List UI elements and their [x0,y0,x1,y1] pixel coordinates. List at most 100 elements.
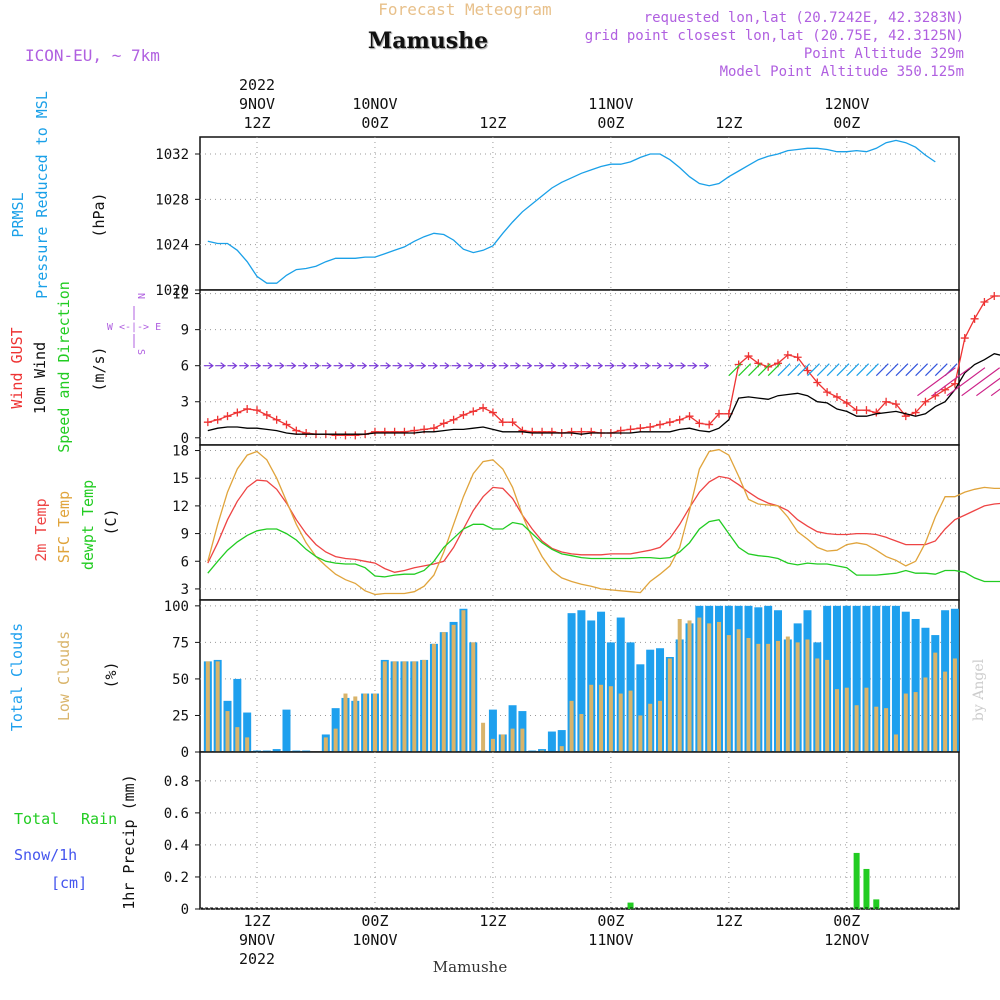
low-cloud-bar [687,620,692,752]
temp-labels: 2m Temp SFC Temp dewpt Temp (C) [32,480,120,570]
low-cloud-bar [943,671,948,752]
bottom_axis-tick-label: 11NOV [588,931,633,949]
wind-direction-arrow [931,367,971,397]
total-cloud-bar [547,731,556,752]
gust-marker [459,410,468,419]
bottom_axis-tick-label: 12Z [243,912,270,930]
low-cloud-bar [372,693,377,752]
precip-unit: 1hr Precip (mm) [120,774,138,909]
low-cloud-bar [648,703,653,752]
wind-direction-arrow [404,362,415,370]
wind-ytick-label: 9 [181,323,189,339]
gust-marker [832,392,841,401]
low-cloud-bar [205,661,210,752]
temp-ytick-label: 12 [172,499,189,515]
low-cloud-bar [392,661,397,752]
low-cloud-bar [766,643,771,752]
wind-direction-arrow [604,362,615,370]
total-cloud-bar [891,605,900,752]
wind-direction-arrow [569,362,580,370]
low-cloud-bar [599,684,604,752]
total-cloud-bar [243,712,252,752]
wind-direction-arrow [934,363,948,377]
gust-marker [469,407,478,416]
wind-direction-arrow [946,367,986,397]
low-cloud-bar [353,696,358,752]
low-cloud-bar [589,684,594,752]
temp-sfc-label: SFC Temp [55,491,73,563]
grid-point-coords: grid point closest lon,lat (20.75E, 42.3… [585,28,964,44]
gust-marker [862,406,871,415]
precip-frame [199,751,960,910]
wind-direction-arrow [593,362,604,370]
wind-direction-arrow [274,362,285,370]
wind-direction-arrow [310,362,321,370]
panels: 1020102410281032036912369121518025507510… [155,136,1000,918]
wind-direction-arrow [640,362,651,370]
wind-direction-arrow [239,362,250,370]
wind-direction-arrow [925,363,938,377]
gust-marker [636,424,645,433]
wind-direction-arrow [777,363,791,377]
bottom_axis-tick-label: 00Z [361,912,388,930]
wind-direction-arrow [699,362,710,370]
total-cloud-bar [567,613,576,752]
wind-direction-arrow [866,363,879,377]
temp-2m-label: 2m Temp [32,498,50,561]
rain-bar [853,852,860,909]
clouds-ytick-label: 100 [164,599,189,615]
wind-direction-arrow [748,363,761,377]
low-cloud-bar [323,737,328,752]
total-cloud-bar [272,749,281,752]
wind-direction-arrow [807,363,820,377]
wind-direction-arrow [905,363,919,377]
gust-marker [508,418,517,427]
gust-marker [891,400,900,409]
clouds-unit: (%) [102,661,120,688]
clouds-ytick-label: 0 [181,745,189,761]
gust-marker [715,409,724,418]
low-cloud-bar [628,690,633,752]
gust-marker [665,418,674,427]
gust-marker [449,415,458,424]
low-cloud-bar [854,705,859,752]
gust-marker [744,352,753,361]
rain-bar [873,899,880,909]
panel-clouds: 0 25 50 75 100 [164,599,960,761]
wind-direction-arrow [368,362,379,370]
gust-marker [488,408,497,417]
bottom_axis-tick-label: 12Z [479,912,506,930]
total-cloud-bar [872,605,881,752]
wind-direction-arrow [427,362,438,370]
top_axis-tick-label: 12Z [715,114,742,132]
wind-direction-arrow [357,362,368,370]
wind-direction-arrow [875,363,889,377]
point-altitude: Point Altitude 329m [804,46,964,62]
low-cloud-bar [225,711,230,752]
total-cloud-bar [901,611,910,752]
bottom_axis-tick-label: 12Z [715,912,742,930]
gust-marker [656,420,665,429]
low-cloud-bar [638,715,643,752]
wind-direction-arrow [262,362,273,370]
model-altitude: Model Point Altitude 350.125m [720,64,964,80]
low-cloud-bar [726,635,731,752]
gust-marker [302,428,311,437]
low-cloud-bar [834,689,839,752]
low-cloud-bar [844,687,849,752]
low-cloud-bar [903,693,908,752]
wind-direction-arrow [581,362,592,370]
low-cloud-bar [952,658,957,752]
wind-labels: Wind GUST 10m Wind Speed and Direction (… [8,281,161,453]
gust-marker [331,431,340,440]
gust-marker [675,415,684,424]
pressure-ytick-label: 1020 [155,283,189,299]
wind-direction-arrow [663,362,674,370]
gust-marker [390,427,399,436]
gust-marker [705,420,714,429]
cloud-labels: Total Clouds Low Clouds (%) [8,623,120,731]
low-cloud-bar [775,640,780,752]
low-cloud-bar [461,610,466,752]
